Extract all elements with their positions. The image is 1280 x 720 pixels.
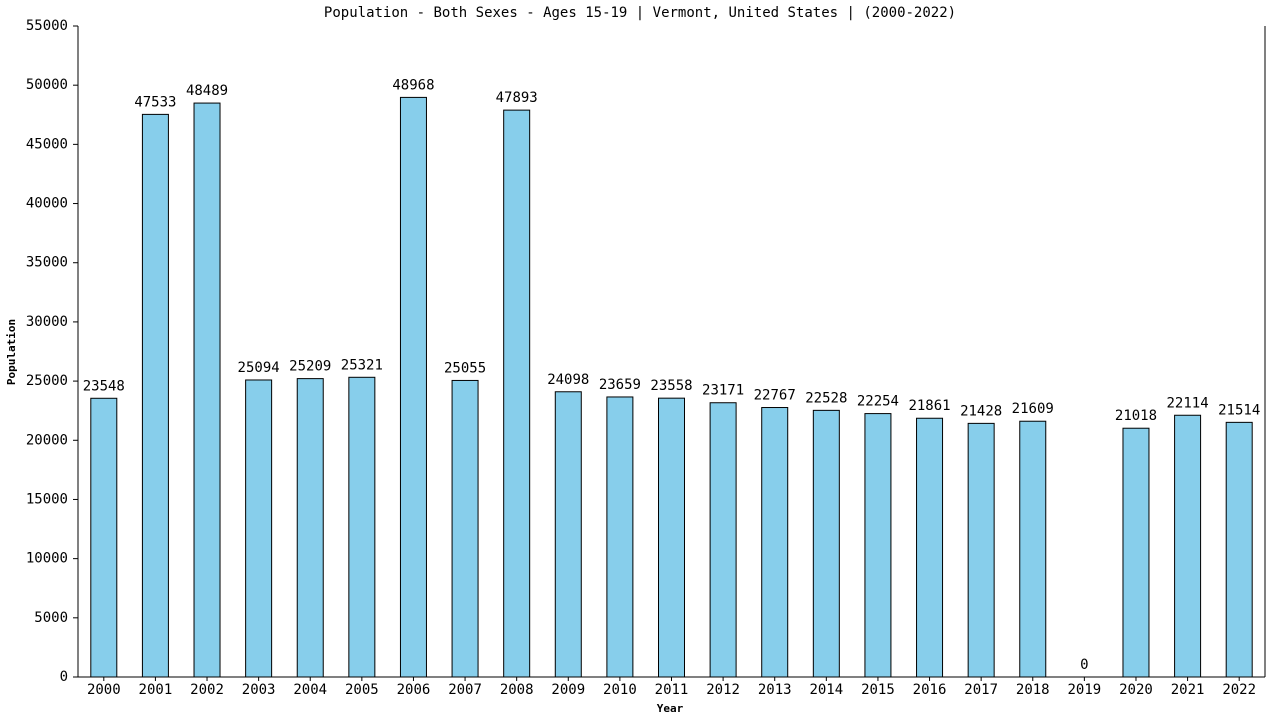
value-label: 22114: [1167, 395, 1209, 411]
value-label: 24098: [547, 372, 589, 388]
y-tick-label: 20000: [26, 432, 68, 448]
x-tick-label: 2022: [1222, 682, 1256, 698]
x-tick-label: 2002: [190, 682, 224, 698]
y-axis-label: Population: [5, 319, 18, 385]
bar: [864, 413, 892, 678]
bar: [709, 402, 737, 678]
x-tick-label: 2001: [139, 682, 173, 698]
bar: [503, 109, 531, 678]
bar: [451, 379, 479, 678]
value-label: 22528: [805, 390, 847, 406]
value-label: 47533: [134, 94, 176, 110]
x-tick-label: 2006: [397, 682, 431, 698]
x-tick-label: 2017: [964, 682, 998, 698]
x-tick-label: 2010: [603, 682, 637, 698]
x-tick-label: 2012: [706, 682, 740, 698]
value-label: 21428: [960, 403, 1002, 419]
value-label: 21609: [1012, 401, 1054, 417]
x-tick-label: 2013: [758, 682, 792, 698]
bar: [399, 96, 427, 678]
value-label: 23558: [650, 378, 692, 394]
value-label: 47893: [496, 90, 538, 106]
bar: [141, 113, 169, 678]
value-label: 25209: [289, 359, 331, 375]
y-tick-label: 0: [60, 669, 68, 685]
y-tick-label: 30000: [26, 314, 68, 330]
y-tick-label: 50000: [26, 77, 68, 93]
chart-title: Population - Both Sexes - Ages 15-19 | V…: [324, 5, 956, 21]
value-label: 0: [1080, 657, 1088, 673]
x-tick-label: 2019: [1068, 682, 1102, 698]
bar: [916, 417, 944, 678]
x-tick-label: 2016: [913, 682, 947, 698]
bar: [1225, 421, 1253, 678]
y-tick-label: 55000: [26, 18, 68, 34]
value-label: 25321: [341, 357, 383, 373]
y-tick-label: 5000: [34, 610, 68, 626]
x-tick-label: 2000: [87, 682, 121, 698]
x-tick-label: 2020: [1119, 682, 1153, 698]
x-tick-label: 2018: [1016, 682, 1050, 698]
bar: [296, 378, 324, 678]
bar: [1019, 420, 1047, 678]
x-tick-label: 2008: [500, 682, 534, 698]
bar: [812, 409, 840, 678]
x-tick-label: 2007: [448, 682, 482, 698]
y-tick-label: 10000: [26, 551, 68, 567]
bar: [658, 397, 685, 678]
value-label: 21861: [908, 398, 950, 414]
value-label: 23659: [599, 377, 641, 393]
value-label: 23171: [702, 383, 744, 399]
x-axis-label: Year: [657, 702, 684, 715]
value-label: 21514: [1218, 402, 1260, 418]
value-label: 48968: [392, 77, 434, 93]
y-tick-label: 15000: [26, 491, 68, 507]
y-tick-label: 45000: [26, 136, 68, 152]
y-tick-label: 40000: [26, 196, 68, 212]
bar: [90, 397, 118, 678]
y-tick-label: 35000: [26, 255, 68, 271]
bar: [193, 102, 221, 678]
value-label: 22767: [754, 388, 796, 404]
x-tick-label: 2003: [242, 682, 276, 698]
bar: [1122, 427, 1150, 678]
bar: [967, 422, 995, 678]
x-tick-label: 2004: [293, 682, 327, 698]
x-tick-label: 2005: [345, 682, 379, 698]
x-tick-label: 2014: [809, 682, 843, 698]
bar: [348, 376, 376, 678]
value-label: 21018: [1115, 408, 1157, 424]
bar: [554, 391, 582, 678]
bar: [761, 407, 789, 678]
bar: [245, 379, 273, 678]
value-label: 25055: [444, 360, 486, 376]
y-tick-label: 25000: [26, 373, 68, 389]
value-label: 48489: [186, 83, 228, 99]
x-tick-label: 2021: [1171, 682, 1205, 698]
bar: [1174, 414, 1202, 678]
value-label: 22254: [857, 394, 899, 410]
x-tick-label: 2015: [861, 682, 895, 698]
value-label: 25094: [238, 360, 280, 376]
bar: [606, 396, 634, 678]
value-label: 23548: [83, 378, 125, 394]
x-tick-label: 2009: [551, 682, 585, 698]
x-tick-label: 2011: [655, 682, 689, 698]
